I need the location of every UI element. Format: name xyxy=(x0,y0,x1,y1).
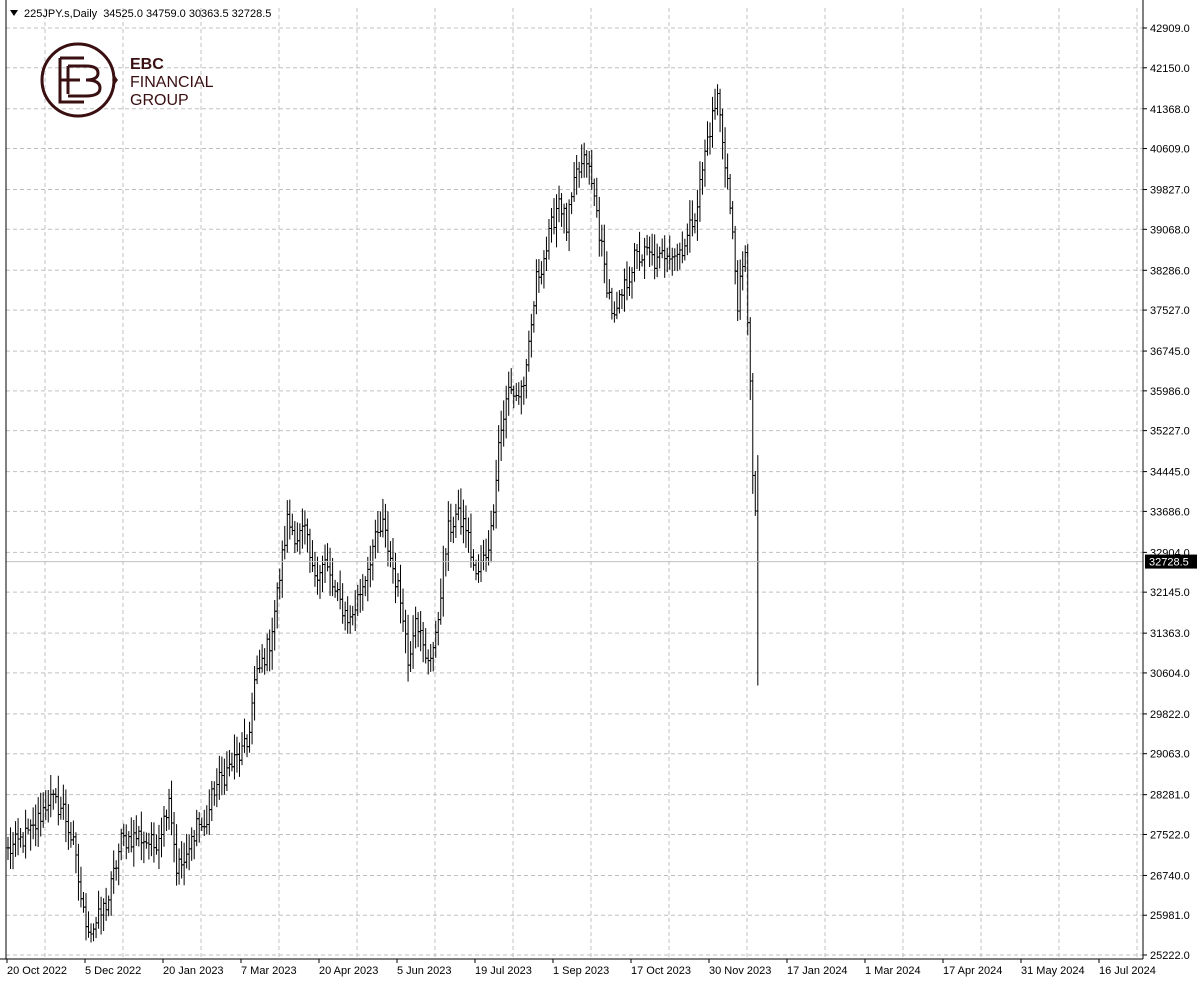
y-tick-label: 36745.0 xyxy=(1150,346,1190,358)
x-tick-label: 30 Nov 2023 xyxy=(709,965,771,977)
x-tick-label: 20 Oct 2022 xyxy=(7,965,67,977)
y-tick-label: 26740.0 xyxy=(1150,870,1190,882)
y-tick-label: 25222.0 xyxy=(1150,950,1190,962)
x-tick-label: 16 Jul 2024 xyxy=(1099,965,1156,977)
y-tick-label: 32904.0 xyxy=(1150,547,1190,559)
x-tick-label: 17 Apr 2024 xyxy=(943,965,1002,977)
logo-monogram xyxy=(58,56,102,104)
y-tick-label: 42909.0 xyxy=(1150,23,1190,35)
x-axis: 20 Oct 2022 5 Dec 2022 20 Jan 2023 7 Mar 20… xyxy=(6,959,1156,977)
y-tick-label: 27522.0 xyxy=(1150,829,1190,841)
y-tick-label: 40609.0 xyxy=(1150,144,1190,156)
y-tick-label: 32145.0 xyxy=(1150,587,1190,599)
y-tick-label: 37527.0 xyxy=(1150,305,1190,317)
y-tick-label: 41368.0 xyxy=(1150,104,1190,116)
header-text: 225JPY.s,Daily 34525.0 34759.0 30363.5 32… xyxy=(24,8,271,20)
x-tick-label: 20 Jan 2023 xyxy=(163,965,224,977)
y-tick-label: 39068.0 xyxy=(1150,224,1190,236)
current-price-label: 32728.5 xyxy=(1149,557,1189,569)
y-tick-label: 34445.0 xyxy=(1150,467,1190,479)
x-tick-label: 20 Apr 2023 xyxy=(319,965,378,977)
y-tick-label: 29822.0 xyxy=(1150,709,1190,721)
ebc-logo: EBC FINANCIAL GROUP xyxy=(40,42,214,118)
symbol-label: 225JPY.s xyxy=(24,8,70,20)
plot-frame xyxy=(0,0,1144,960)
logo-star-icon xyxy=(112,76,118,84)
y-tick-label: 42150.0 xyxy=(1150,63,1190,75)
y-tick-label: 38286.0 xyxy=(1150,265,1190,277)
y-tick-label: 25981.0 xyxy=(1150,910,1190,922)
y-tick-label: 30604.0 xyxy=(1150,668,1190,680)
logo-line-3: GROUP xyxy=(130,92,189,109)
x-tick-label: 5 Jun 2023 xyxy=(397,965,451,977)
current-price-line: 32728.5 xyxy=(6,554,1197,569)
y-tick-label: 29063.0 xyxy=(1150,749,1190,761)
y-tick-label: 31363.0 xyxy=(1150,628,1190,640)
x-tick-label: 19 Jul 2023 xyxy=(475,965,532,977)
x-tick-label: 1 Sep 2023 xyxy=(553,965,609,977)
y-tick-label: 28281.0 xyxy=(1150,790,1190,802)
chart-header[interactable]: 225JPY.s,Daily 34525.0 34759.0 30363.5 32… xyxy=(10,8,271,20)
ohlc-values: 34525.0 34759.0 30363.5 32728.5 xyxy=(103,8,271,20)
y-tick-label: 35986.0 xyxy=(1150,386,1190,398)
header-sep: , xyxy=(70,8,73,20)
current-price-tag xyxy=(1145,554,1197,569)
dropdown-triangle-icon[interactable] xyxy=(10,10,18,16)
x-tick-label: 31 May 2024 xyxy=(1021,965,1085,977)
grid-lines xyxy=(6,8,1143,959)
y-tick-label: 33686.0 xyxy=(1150,506,1190,518)
logo-line-1: EBC xyxy=(130,56,164,73)
ohlc-bars xyxy=(6,84,760,943)
timeframe-label: Daily xyxy=(73,8,98,20)
y-axis: 42909.0 42150.0 41368.0 40609.0 39827.0 39068… xyxy=(1143,23,1190,962)
x-tick-label: 5 Dec 2022 xyxy=(85,965,141,977)
logo-line-2: FINANCIAL xyxy=(130,74,214,91)
x-tick-label: 17 Jan 2024 xyxy=(787,965,848,977)
x-tick-label: 7 Mar 2023 xyxy=(241,965,297,977)
y-tick-label: 35227.0 xyxy=(1150,426,1190,438)
x-tick-label: 1 Mar 2024 xyxy=(865,965,921,977)
x-tick-label: 17 Oct 2023 xyxy=(631,965,691,977)
y-tick-label: 39827.0 xyxy=(1150,185,1190,197)
